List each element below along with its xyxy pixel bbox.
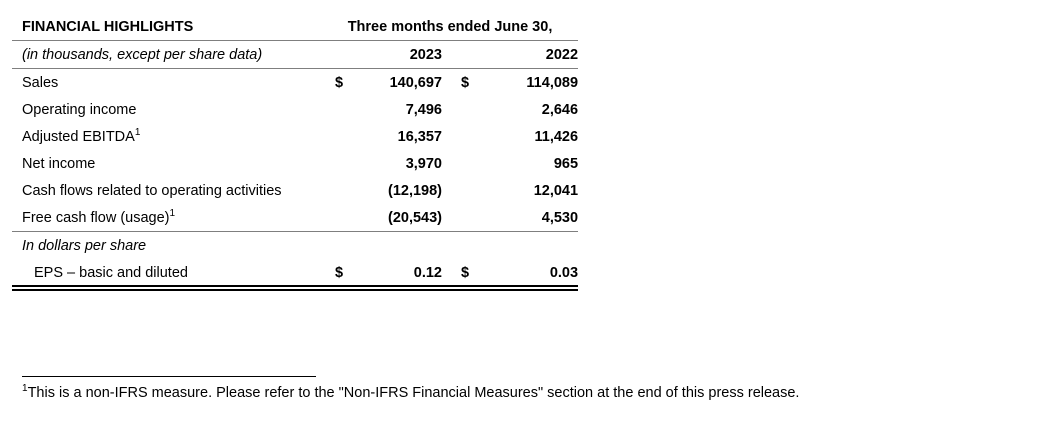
- value-current: (20,543): [387, 209, 442, 226]
- table-double-underline: [12, 285, 578, 291]
- table-row: Free cash flow (usage)1 (20,543) 4,530: [12, 204, 579, 232]
- value-prior: 11,426: [534, 128, 579, 145]
- table-subtitle: (in thousands, except per share data): [22, 46, 263, 63]
- footnote-marker: 1: [134, 126, 141, 138]
- table-header-row: FINANCIAL HIGHLIGHTS Three months ended …: [12, 13, 579, 41]
- value-prior: 114,089: [526, 74, 579, 91]
- value-current: 16,357: [397, 128, 442, 145]
- currency-symbol: $: [460, 264, 470, 281]
- eps-prior: 0.03: [549, 264, 579, 281]
- value-prior: 2,646: [541, 101, 579, 118]
- eps-label: EPS – basic and diluted: [34, 264, 188, 281]
- per-share-header-row: In dollars per share: [12, 232, 578, 260]
- row-label: Free cash flow (usage): [22, 209, 170, 226]
- table-title: FINANCIAL HIGHLIGHTS: [12, 13, 322, 41]
- table-row: Net income 3,970 965: [12, 150, 578, 177]
- table-row: Cash flows related to operating activiti…: [12, 177, 578, 204]
- table-row: Operating income 7,496 2,646: [12, 96, 578, 123]
- row-label: Adjusted EBITDA: [22, 128, 135, 145]
- table-subheader-row: (in thousands, except per share data) 20…: [12, 41, 579, 69]
- footnote-marker: 1: [22, 383, 28, 394]
- footnote-divider: [22, 376, 316, 377]
- eps-row: EPS – basic and diluted $ 0.12 $ 0.03: [12, 259, 578, 286]
- value-prior: 12,041: [533, 182, 579, 199]
- table-row: Sales $ 140,697 $ 114,089: [12, 69, 578, 97]
- footnote: 1This is a non-IFRS measure. Please refe…: [22, 383, 800, 401]
- value-prior: 4,530: [541, 209, 579, 226]
- row-label: Net income: [22, 155, 96, 172]
- footnote-marker: 1: [169, 207, 176, 219]
- year-prior: 2022: [545, 46, 579, 63]
- per-share-header: In dollars per share: [22, 237, 147, 254]
- financial-highlights-table: FINANCIAL HIGHLIGHTS Three months ended …: [12, 13, 579, 286]
- period-header: Three months ended June 30,: [322, 13, 579, 41]
- footnote-text: This is a non-IFRS measure. Please refer…: [27, 385, 800, 401]
- row-label: Operating income: [22, 101, 137, 118]
- table-row: Adjusted EBITDA1 16,357 11,426: [12, 123, 578, 150]
- value-prior: 965: [553, 155, 579, 172]
- value-current: (12,198): [387, 182, 442, 199]
- row-label: Cash flows related to operating activiti…: [22, 182, 282, 199]
- eps-current: 0.12: [413, 264, 442, 281]
- value-current: 7,496: [405, 101, 442, 118]
- value-current: 3,970: [405, 155, 442, 172]
- year-current: 2023: [409, 46, 442, 63]
- currency-symbol: $: [460, 74, 470, 91]
- currency-symbol: $: [334, 264, 344, 281]
- value-current: 140,697: [389, 74, 442, 91]
- row-label: Sales: [22, 74, 59, 91]
- currency-symbol: $: [334, 74, 344, 91]
